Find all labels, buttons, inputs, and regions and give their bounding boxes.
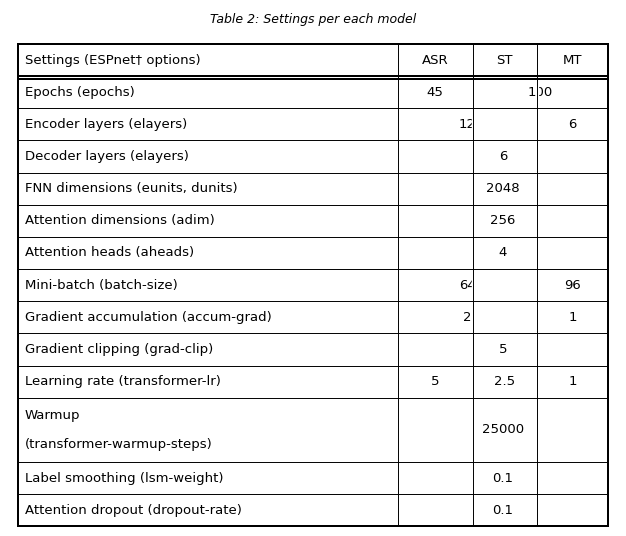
Text: 1: 1: [568, 311, 577, 324]
Text: MT: MT: [563, 54, 583, 66]
Text: 64: 64: [459, 279, 476, 292]
Text: Warmup: Warmup: [25, 409, 81, 422]
Text: 45: 45: [427, 86, 443, 99]
Text: 2.5: 2.5: [495, 375, 515, 388]
Text: Gradient clipping (grad-clip): Gradient clipping (grad-clip): [25, 343, 213, 356]
Text: Settings (ESPnet† options): Settings (ESPnet† options): [25, 54, 201, 66]
Text: 12: 12: [459, 118, 476, 131]
Text: Decoder layers (elayers): Decoder layers (elayers): [25, 150, 189, 163]
Text: Gradient accumulation (accum-grad): Gradient accumulation (accum-grad): [25, 311, 272, 324]
Text: Mini-batch (batch-size): Mini-batch (batch-size): [25, 279, 178, 292]
Text: 5: 5: [499, 343, 507, 356]
Text: 4: 4: [499, 247, 507, 259]
Text: Epochs (epochs): Epochs (epochs): [25, 86, 135, 99]
Text: 0.1: 0.1: [493, 504, 513, 517]
Text: 256: 256: [490, 214, 516, 227]
Text: 1: 1: [568, 375, 577, 388]
Text: 0.1: 0.1: [493, 472, 513, 485]
Text: 2048: 2048: [486, 182, 520, 195]
Text: 6: 6: [499, 150, 507, 163]
Text: 6: 6: [568, 118, 577, 131]
Text: Learning rate (transformer-lr): Learning rate (transformer-lr): [25, 375, 221, 388]
Text: Label smoothing (lsm-weight): Label smoothing (lsm-weight): [25, 472, 223, 485]
Text: 25000: 25000: [482, 423, 524, 436]
Text: 2: 2: [463, 311, 471, 324]
Text: Encoder layers (elayers): Encoder layers (elayers): [25, 118, 187, 131]
Text: 96: 96: [565, 279, 581, 292]
Text: 5: 5: [431, 375, 439, 388]
Text: 100: 100: [528, 86, 553, 99]
Text: FNN dimensions (eunits, dunits): FNN dimensions (eunits, dunits): [25, 182, 238, 195]
Text: Attention dimensions (adim): Attention dimensions (adim): [25, 214, 215, 227]
Text: Attention dropout (dropout-rate): Attention dropout (dropout-rate): [25, 504, 242, 517]
Text: (transformer-warmup-steps): (transformer-warmup-steps): [25, 437, 213, 451]
Text: ST: ST: [496, 54, 513, 66]
Text: Table 2: Settings per each model: Table 2: Settings per each model: [210, 13, 416, 26]
Text: Attention heads (aheads): Attention heads (aheads): [25, 247, 194, 259]
Text: ASR: ASR: [422, 54, 448, 66]
